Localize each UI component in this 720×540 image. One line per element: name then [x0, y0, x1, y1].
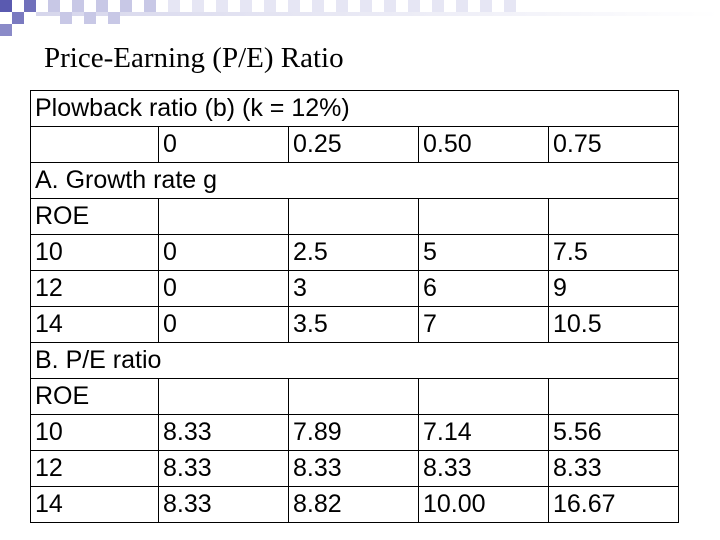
roe-value: 10	[30, 414, 159, 451]
growth-cell: 6	[418, 270, 549, 307]
table-row: 10 8.33 7.89 7.14 5.56	[30, 414, 680, 451]
pe-cell: 8.82	[288, 486, 419, 523]
pe-cell: 10.00	[418, 486, 549, 523]
table-cell	[30, 126, 159, 163]
pe-cell: 5.56	[547, 414, 680, 451]
table-cell	[547, 198, 680, 235]
pe-cell: 16.67	[547, 486, 680, 523]
roe-value: 12	[30, 270, 159, 307]
pe-cell: 7.89	[288, 414, 419, 451]
growth-cell: 7.5	[547, 234, 680, 271]
growth-cell: 10.5	[547, 306, 680, 343]
pe-cell: 8.33	[547, 450, 680, 487]
pe-cell: 7.14	[418, 414, 549, 451]
table-cell	[418, 378, 549, 415]
slide-title: Price-Earning (P/E) Ratio	[44, 42, 344, 74]
growth-cell: 3	[288, 270, 419, 307]
plowback-heading: Plowback ratio (b) (k = 12%)	[29, 90, 680, 127]
growth-cell: 2.5	[288, 234, 419, 271]
section-a-heading-row: A. Growth rate g	[29, 162, 680, 199]
roe-value: 10	[30, 234, 159, 271]
section-a-label: A. Growth rate g	[29, 162, 680, 199]
pe-cell: 8.33	[418, 450, 549, 487]
table-row: 12 0 3 6 9	[30, 270, 680, 307]
growth-cell: 0	[158, 306, 289, 343]
pe-cell: 8.33	[288, 450, 419, 487]
table-cell	[288, 378, 419, 415]
roe-value: 12	[30, 450, 159, 487]
section-b-label: B. P/E ratio	[29, 342, 680, 379]
table-row: 10 0 2.5 5 7.5	[30, 234, 680, 271]
roe-label: ROE	[30, 198, 159, 235]
pe-ratio-table: Plowback ratio (b) (k = 12%) 0 0.25 0.50…	[29, 90, 680, 523]
growth-cell: 7	[418, 306, 549, 343]
section-b-roe-row: ROE	[30, 378, 680, 415]
growth-cell: 0	[158, 270, 289, 307]
plowback-value: 0.75	[547, 126, 680, 163]
table-row: 14 8.33 8.82 10.00 16.67	[30, 486, 680, 523]
table-cell	[158, 378, 289, 415]
table-cell	[547, 378, 680, 415]
table-cell	[288, 198, 419, 235]
roe-label: ROE	[30, 378, 159, 415]
plowback-value: 0.25	[288, 126, 419, 163]
growth-cell: 5	[418, 234, 549, 271]
decorative-corner-pattern	[0, 0, 720, 36]
section-b-heading-row: B. P/E ratio	[29, 342, 680, 379]
table-cell	[158, 198, 289, 235]
pe-cell: 8.33	[158, 450, 289, 487]
growth-cell: 0	[158, 234, 289, 271]
pe-cell: 8.33	[158, 414, 289, 451]
pe-cell: 8.33	[158, 486, 289, 523]
plowback-value: 0.50	[418, 126, 549, 163]
table-heading-row: Plowback ratio (b) (k = 12%)	[29, 90, 680, 127]
growth-cell: 9	[547, 270, 680, 307]
table-row: 12 8.33 8.33 8.33 8.33	[30, 450, 680, 487]
plowback-values-row: 0 0.25 0.50 0.75	[30, 126, 680, 163]
plowback-value: 0	[158, 126, 289, 163]
growth-cell: 3.5	[288, 306, 419, 343]
roe-value: 14	[30, 486, 159, 523]
section-a-roe-row: ROE	[30, 198, 680, 235]
table-cell	[418, 198, 549, 235]
roe-value: 14	[30, 306, 159, 343]
table-row: 14 0 3.5 7 10.5	[30, 306, 680, 343]
